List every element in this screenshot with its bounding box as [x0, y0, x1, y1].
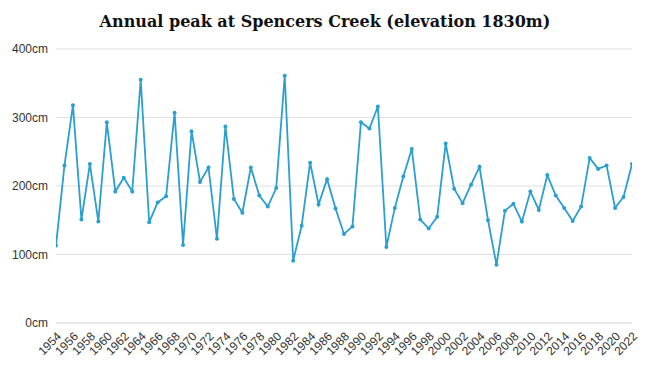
svg-text:2020: 2020	[594, 329, 624, 358]
svg-text:2008: 2008	[492, 329, 522, 358]
svg-text:1960: 1960	[86, 329, 115, 358]
svg-text:400cm: 400cm	[12, 42, 48, 56]
svg-text:1972: 1972	[187, 329, 217, 358]
svg-text:2018: 2018	[577, 329, 607, 358]
svg-text:1996: 1996	[391, 329, 420, 358]
html-text:Annual peak at Spencers Creek: Annual peak at Spencers Creek (elevation…	[99, 12, 551, 31]
svg-text:2002: 2002	[442, 329, 471, 358]
svg-text:1958: 1958	[69, 329, 98, 358]
svg-text:1998: 1998	[408, 329, 437, 358]
svg-text:2012: 2012	[526, 329, 556, 358]
svg-text:1974: 1974	[204, 329, 234, 358]
svg-text:1968: 1968	[154, 329, 183, 358]
svg-text:1976: 1976	[221, 329, 251, 358]
svg-text:1990: 1990	[340, 329, 370, 358]
svg-text:1978: 1978	[238, 329, 268, 358]
svg-text:2000: 2000	[425, 329, 454, 358]
svg-text:0cm: 0cm	[25, 316, 48, 330]
svg-text:1984: 1984	[289, 329, 319, 358]
svg-text:1986: 1986	[306, 329, 336, 358]
svg-text:1966: 1966	[137, 329, 166, 358]
svg-text:1988: 1988	[323, 329, 353, 358]
svg-text:300cm: 300cm	[12, 111, 48, 125]
svg-text:2016: 2016	[560, 329, 590, 358]
svg-text:1994: 1994	[374, 329, 403, 358]
svg-text:1992: 1992	[357, 329, 386, 358]
svg-text:1954: 1954	[35, 329, 65, 358]
svg-text:1982: 1982	[272, 329, 302, 358]
svg-text:1970: 1970	[170, 329, 200, 358]
svg-text:2010: 2010	[509, 329, 539, 358]
svg-text:2014: 2014	[543, 329, 573, 358]
svg-text:2022: 2022	[611, 329, 640, 358]
svg-text:1964: 1964	[120, 329, 149, 358]
svg-text:100cm: 100cm	[12, 248, 48, 262]
svg-text:200cm: 200cm	[12, 179, 48, 193]
svg-text:2006: 2006	[475, 329, 505, 358]
svg-text:1956: 1956	[52, 329, 82, 358]
svg-text:1980: 1980	[255, 329, 285, 358]
svg-text:1962: 1962	[103, 329, 132, 358]
svg-text:2004: 2004	[458, 329, 488, 358]
